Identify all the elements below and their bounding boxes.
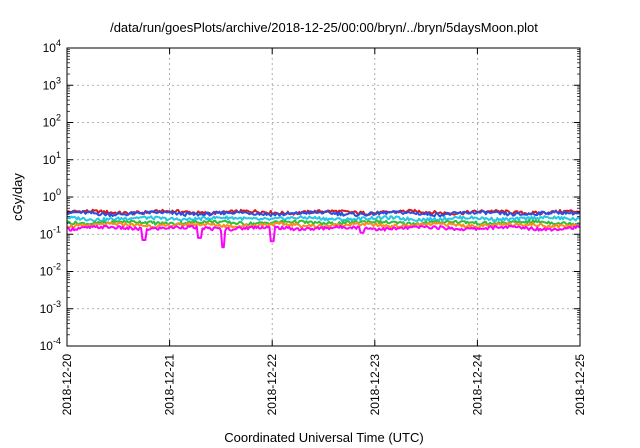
chart-title: /data/run/goesPlots/archive/2018-12-25/0… xyxy=(110,20,538,35)
y-axis-label: cGy/day xyxy=(10,173,25,221)
series-line xyxy=(66,221,581,229)
y-tick-label: 102 xyxy=(43,113,61,130)
y-tick-label: 10-4 xyxy=(40,336,61,353)
x-axis: 2018-12-20 2018-12-21 2018-12-22 2018-12-23… xyxy=(60,48,587,415)
y-tick-label: 104 xyxy=(43,38,61,55)
y-tick-label: 100 xyxy=(43,187,61,204)
x-axis-label: Coordinated Universal Time (UTC) xyxy=(224,430,423,445)
x-tick-label: 2018-12-22 xyxy=(265,354,279,416)
grid xyxy=(67,48,580,346)
x-tick-label: 2018-12-24 xyxy=(470,354,484,416)
x-tick-label: 2018-12-25 xyxy=(573,354,587,416)
x-tick-label: 2018-12-23 xyxy=(368,354,382,416)
series-layer xyxy=(66,208,581,249)
y-tick-label: 103 xyxy=(43,75,61,92)
x-tick-label: 2018-12-20 xyxy=(60,354,74,416)
series-line xyxy=(66,210,581,218)
y-tick-label: 101 xyxy=(43,150,61,167)
y-tick-label: 10-1 xyxy=(40,224,61,241)
y-tick-label: 10-3 xyxy=(40,299,61,316)
series-line xyxy=(66,215,581,223)
y-tick-label: 10-2 xyxy=(40,262,61,279)
series-line xyxy=(66,224,581,249)
series-line xyxy=(66,219,581,227)
x-tick-label: 2018-12-21 xyxy=(163,354,177,416)
